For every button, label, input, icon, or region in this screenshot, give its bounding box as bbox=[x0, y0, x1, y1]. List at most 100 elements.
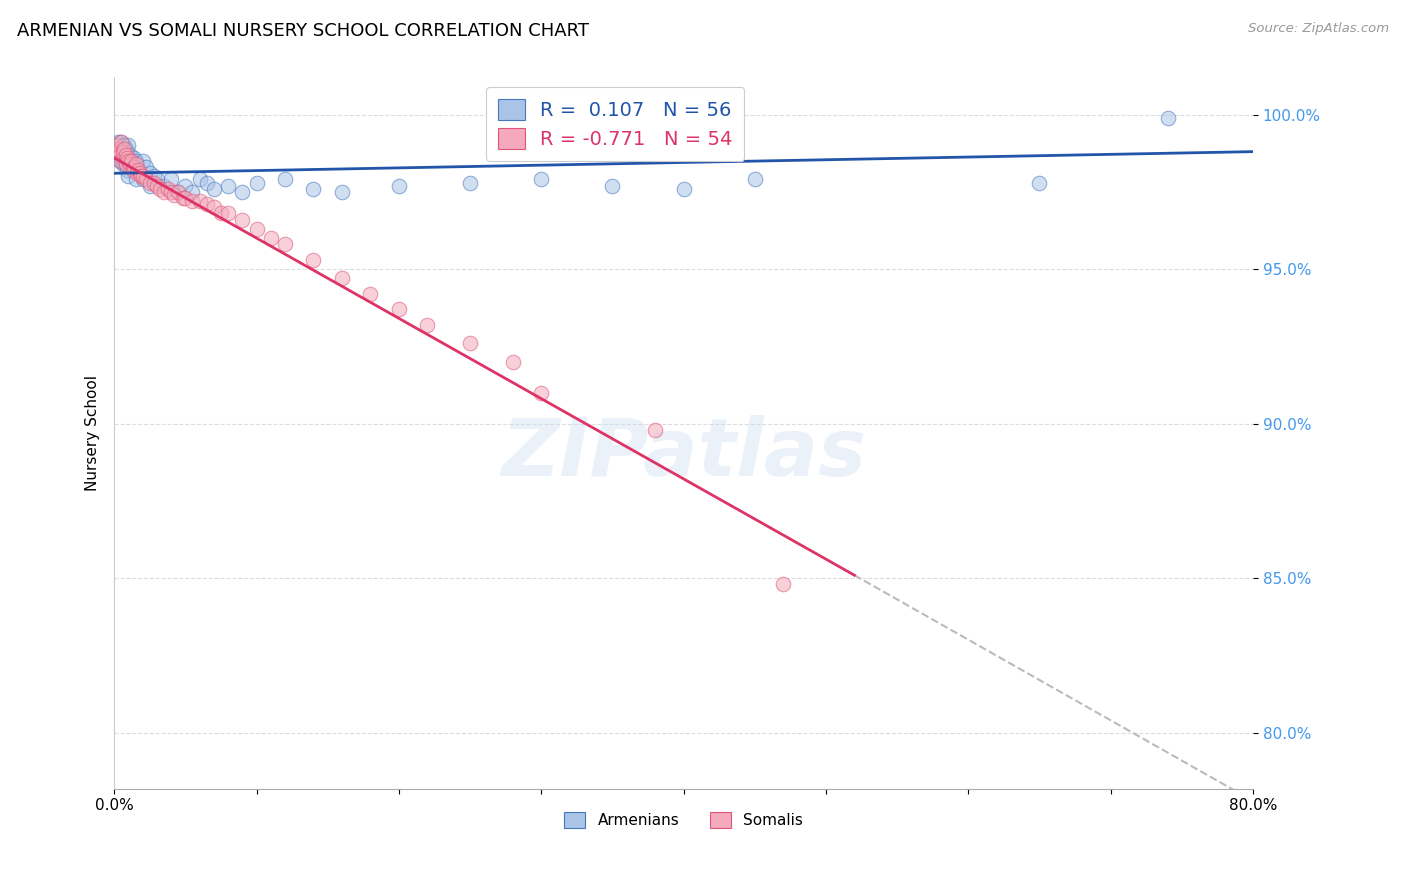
Point bbox=[112, 153, 135, 168]
Point bbox=[260, 231, 283, 245]
Point bbox=[172, 191, 194, 205]
Point bbox=[108, 142, 131, 156]
Point bbox=[149, 182, 172, 196]
Point bbox=[530, 385, 553, 400]
Point bbox=[217, 206, 239, 220]
Point bbox=[209, 206, 232, 220]
Point bbox=[245, 222, 267, 236]
Point bbox=[330, 185, 353, 199]
Point bbox=[167, 185, 190, 199]
Point bbox=[129, 169, 152, 184]
Point bbox=[245, 176, 267, 190]
Point bbox=[131, 169, 153, 184]
Point bbox=[217, 178, 239, 193]
Point bbox=[153, 178, 176, 193]
Point bbox=[163, 188, 186, 202]
Point bbox=[188, 172, 211, 186]
Point bbox=[120, 153, 142, 168]
Point bbox=[302, 252, 325, 267]
Text: ARMENIAN VS SOMALI NURSERY SCHOOL CORRELATION CHART: ARMENIAN VS SOMALI NURSERY SCHOOL CORREL… bbox=[17, 22, 589, 40]
Point bbox=[114, 157, 136, 171]
Point bbox=[108, 153, 131, 168]
Point bbox=[118, 157, 141, 171]
Point bbox=[104, 138, 127, 153]
Point bbox=[117, 169, 139, 184]
Point bbox=[458, 176, 481, 190]
Point bbox=[146, 178, 169, 193]
Point bbox=[160, 185, 183, 199]
Legend: Armenians, Somalis: Armenians, Somalis bbox=[558, 806, 810, 834]
Text: Source: ZipAtlas.com: Source: ZipAtlas.com bbox=[1249, 22, 1389, 36]
Point bbox=[115, 151, 138, 165]
Point bbox=[128, 166, 150, 180]
Point bbox=[143, 176, 166, 190]
Point bbox=[143, 169, 166, 184]
Point bbox=[125, 166, 148, 180]
Point bbox=[644, 423, 666, 437]
Point bbox=[157, 182, 180, 196]
Text: ZIPatlas: ZIPatlas bbox=[501, 416, 866, 493]
Y-axis label: Nursery School: Nursery School bbox=[86, 375, 100, 491]
Point bbox=[388, 178, 411, 193]
Point bbox=[181, 185, 204, 199]
Point bbox=[195, 197, 218, 211]
Point bbox=[744, 172, 766, 186]
Point bbox=[110, 136, 132, 150]
Point bbox=[121, 163, 143, 178]
Point bbox=[139, 176, 162, 190]
Point bbox=[274, 172, 297, 186]
Point bbox=[134, 172, 156, 186]
Point bbox=[359, 286, 381, 301]
Point bbox=[602, 178, 624, 193]
Point bbox=[114, 147, 136, 161]
Point bbox=[124, 157, 146, 171]
Point bbox=[115, 145, 138, 159]
Point bbox=[195, 176, 218, 190]
Point bbox=[134, 160, 156, 174]
Point bbox=[125, 157, 148, 171]
Point bbox=[127, 163, 149, 178]
Point bbox=[124, 153, 146, 168]
Point bbox=[146, 172, 169, 186]
Point bbox=[181, 194, 204, 208]
Point bbox=[128, 166, 150, 180]
Point bbox=[112, 138, 135, 153]
Point bbox=[108, 147, 131, 161]
Point bbox=[416, 318, 439, 332]
Point bbox=[131, 172, 153, 186]
Point bbox=[502, 355, 524, 369]
Point bbox=[117, 138, 139, 153]
Point bbox=[202, 200, 225, 214]
Point bbox=[388, 302, 411, 317]
Point bbox=[772, 577, 794, 591]
Point bbox=[120, 157, 142, 171]
Point bbox=[458, 336, 481, 351]
Point bbox=[107, 142, 129, 156]
Point bbox=[117, 153, 139, 168]
Point bbox=[174, 178, 197, 193]
Point bbox=[167, 185, 190, 199]
Point bbox=[112, 142, 135, 156]
Point bbox=[231, 185, 253, 199]
Point bbox=[1156, 111, 1178, 125]
Point bbox=[131, 153, 153, 168]
Point bbox=[122, 151, 145, 165]
Point bbox=[188, 194, 211, 208]
Point bbox=[115, 163, 138, 178]
Point bbox=[124, 172, 146, 186]
Point bbox=[110, 136, 132, 150]
Point bbox=[104, 138, 127, 153]
Point bbox=[118, 147, 141, 161]
Point bbox=[117, 153, 139, 168]
Point bbox=[127, 163, 149, 178]
Point bbox=[110, 151, 132, 165]
Point bbox=[160, 172, 183, 186]
Point bbox=[672, 182, 695, 196]
Point bbox=[111, 138, 134, 153]
Point bbox=[231, 212, 253, 227]
Point bbox=[139, 166, 162, 180]
Point bbox=[111, 157, 134, 171]
Point bbox=[202, 182, 225, 196]
Point bbox=[302, 182, 325, 196]
Point bbox=[530, 172, 553, 186]
